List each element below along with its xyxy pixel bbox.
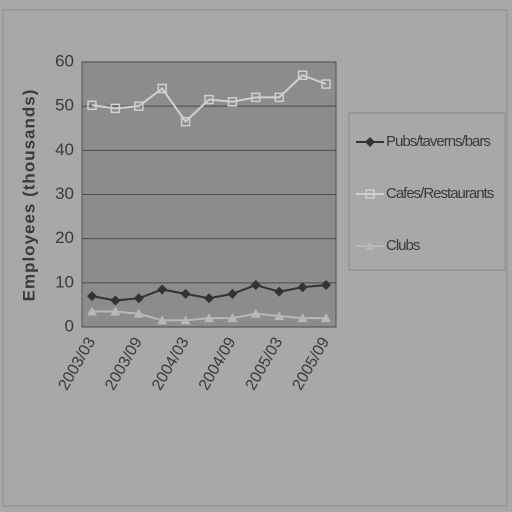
point (110, 306, 121, 316)
point (204, 313, 214, 323)
point (227, 288, 238, 299)
point (87, 291, 97, 302)
point (110, 295, 121, 306)
legend-marker (365, 137, 375, 147)
point (297, 70, 308, 80)
point (157, 284, 168, 295)
point (250, 308, 261, 318)
y-tick-label: 50 (55, 96, 74, 115)
y-tick-label: 0 (65, 316, 74, 335)
y-tick-label: 40 (55, 140, 74, 159)
point (321, 280, 331, 291)
point (321, 79, 331, 89)
point (180, 288, 191, 299)
point (274, 310, 285, 320)
y-tick-label: 30 (55, 184, 74, 203)
point (110, 103, 121, 114)
point (87, 306, 97, 316)
legend (348, 112, 506, 271)
y-tick-label: 10 (55, 272, 74, 291)
y-tick-label: 60 (55, 51, 74, 70)
point (204, 293, 214, 304)
point (250, 280, 261, 291)
legend-label: Clubs (386, 237, 420, 254)
series-line (91, 74, 327, 124)
point (157, 315, 168, 325)
legend-label: Cafes/Restaurants (386, 185, 494, 202)
legend-marker (365, 189, 375, 199)
point (133, 308, 144, 318)
point (274, 92, 284, 103)
point (204, 94, 214, 105)
point (321, 313, 331, 323)
point (274, 286, 285, 297)
legend-label: Pubs/taverns/bars (386, 133, 490, 150)
point (297, 282, 308, 293)
y-axis-label: Employees (thousands) (19, 89, 38, 302)
point (251, 92, 261, 103)
y-tick-label: 20 (55, 228, 74, 247)
point (133, 293, 144, 304)
point (157, 83, 167, 94)
point (180, 116, 191, 127)
legend-marker (365, 241, 375, 250)
point (180, 315, 191, 325)
point (87, 100, 97, 111)
point (134, 101, 144, 111)
point (297, 313, 308, 323)
point (227, 97, 238, 107)
point (227, 313, 238, 323)
